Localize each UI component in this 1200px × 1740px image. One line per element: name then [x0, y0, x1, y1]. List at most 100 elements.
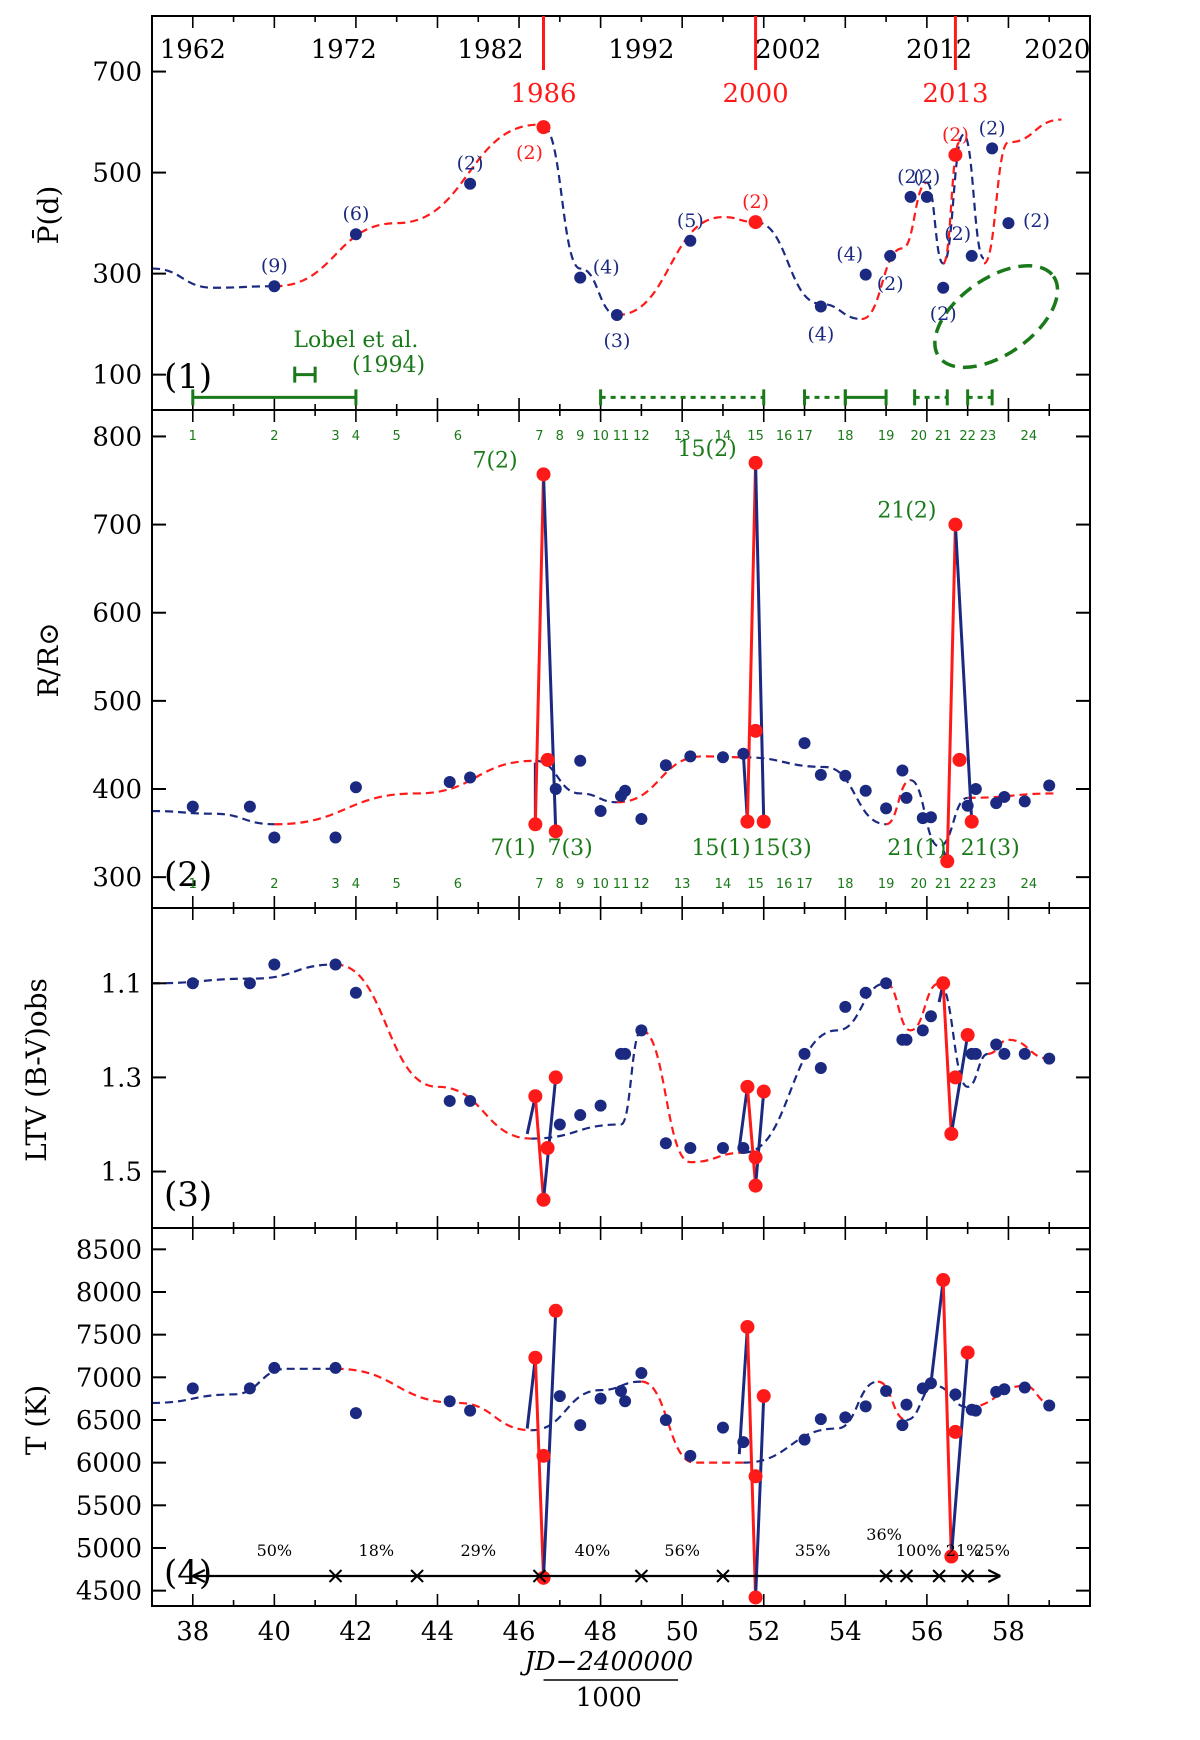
p2-curve-blue-a — [151, 809, 275, 826]
p1-red-count: (2) — [742, 191, 769, 213]
p2-point — [737, 747, 750, 760]
interval-number-lower: 13 — [674, 877, 691, 892]
interval-number: 15 — [747, 429, 764, 444]
interval-number-lower: 16 — [776, 877, 793, 892]
p2-curve-blue-b — [535, 759, 617, 804]
connector-lines — [525, 462, 974, 1598]
p4-red-point — [536, 1448, 551, 1463]
p1-red-count: (2) — [516, 142, 543, 164]
panel-label-p4: (4) — [164, 1553, 212, 1593]
p2-low-label: 7(1) — [490, 836, 535, 861]
lobel-note-line1: Lobel et al. — [293, 328, 418, 353]
p2-point — [594, 805, 607, 818]
p2-point — [814, 768, 827, 781]
interval-number-lower: 6 — [454, 877, 462, 892]
p4-red-point — [528, 1350, 543, 1365]
p2-point — [900, 791, 913, 804]
x-tick-label: 56 — [910, 1617, 943, 1647]
p1-point — [574, 271, 587, 284]
p2-red-point — [548, 824, 563, 839]
p2-spike-blue-15 — [754, 462, 766, 822]
p4-percent-label: 40% — [575, 1541, 611, 1560]
p4-point — [659, 1413, 672, 1426]
trend-curves — [151, 118, 1062, 1464]
p2-point — [716, 751, 729, 764]
p2-point — [1043, 779, 1056, 792]
p3-point — [464, 1094, 477, 1107]
labels: 100 300 500 700 (1) 300 400 500 600 700 800 (2) 1.1 1… — [20, 35, 1090, 1713]
p2-point — [969, 783, 982, 796]
p3-red-point — [528, 1089, 543, 1104]
p3-point — [268, 958, 281, 971]
red-year-label: 2000 — [722, 79, 788, 109]
p1-point-count: (2) — [897, 166, 924, 188]
p3-point — [798, 1047, 811, 1060]
interval-number-lower: 23 — [980, 877, 997, 892]
p4-point — [900, 1398, 913, 1411]
p1-point-count: (5) — [677, 210, 704, 232]
interval-number-lower: 9 — [576, 877, 584, 892]
p4-curve-red-a — [335, 1367, 532, 1432]
p1-red-point — [948, 147, 963, 162]
year-label: 2002 — [755, 35, 821, 65]
panel-frame-p4 — [151, 1227, 1091, 1607]
p4-point — [1043, 1399, 1056, 1412]
p4-link-a — [525, 1357, 537, 1429]
p1-curve-red-b — [616, 215, 756, 317]
interval-number-lower: 3 — [331, 877, 339, 892]
x-tick-label: 48 — [584, 1617, 617, 1647]
p2-red-point — [940, 854, 955, 869]
p3-point — [998, 1047, 1011, 1060]
p2-red-point — [964, 814, 979, 829]
p4-point — [839, 1411, 852, 1424]
p3-link-f — [754, 1091, 766, 1186]
panel-label-p2: (2) — [164, 855, 212, 895]
p2-point — [349, 781, 362, 794]
p1-curve-red-e — [982, 118, 1062, 265]
p1-point-count: (6) — [342, 203, 369, 225]
p4-cross-mark — [532, 1569, 547, 1583]
p3-red-point — [540, 1141, 555, 1155]
p4-cross-mark — [328, 1569, 343, 1583]
p1-point — [986, 142, 999, 155]
x-tick-label: 54 — [829, 1617, 862, 1647]
p2-point — [464, 771, 477, 784]
p3-red-point — [948, 1070, 963, 1085]
y-tick-label-p4: 7000 — [76, 1363, 142, 1393]
p4-point — [349, 1407, 362, 1420]
p4-link-f — [754, 1396, 766, 1598]
x-tick-label: 40 — [258, 1617, 291, 1647]
p2-curve-red-b — [616, 755, 744, 804]
p4-percent-label: 21% — [946, 1541, 982, 1560]
p3-point — [619, 1047, 632, 1060]
interval-number: 21 — [935, 429, 952, 444]
p3-point — [243, 977, 256, 990]
red-year-label: 2013 — [922, 79, 988, 109]
p1-point-count: (2) — [877, 273, 904, 295]
y-axis-label-p2: R/R⊙ — [32, 622, 65, 697]
interval-number: 24 — [1021, 429, 1038, 444]
p1-point-count: (9) — [261, 255, 288, 277]
p3-red-point — [748, 1150, 763, 1165]
interval-number: 17 — [796, 429, 813, 444]
p4-point — [268, 1361, 281, 1374]
interval-number: 5 — [393, 429, 401, 444]
interval-number: 13 — [674, 429, 691, 444]
p4-link-h — [941, 1280, 953, 1557]
p1-point — [965, 249, 978, 262]
p1-curve-blue-d — [925, 133, 986, 265]
p2-peak-label: 7(2) — [472, 448, 517, 473]
x-axis-label-numerator: JD−2400000 — [519, 1647, 693, 1677]
p3-point — [659, 1137, 672, 1150]
p2-point — [443, 775, 456, 788]
p4-point — [443, 1395, 456, 1408]
p2-point — [896, 764, 909, 777]
p2-low-label: 21(1) — [887, 836, 946, 861]
p4-link-i — [949, 1352, 970, 1557]
interval-number: 7 — [535, 429, 543, 444]
p3-point — [443, 1094, 456, 1107]
interval-number-lower: 12 — [633, 877, 650, 892]
p4-point — [594, 1392, 607, 1405]
p2-curve-red-d — [967, 792, 1058, 799]
interval-number-lower: 8 — [556, 877, 564, 892]
